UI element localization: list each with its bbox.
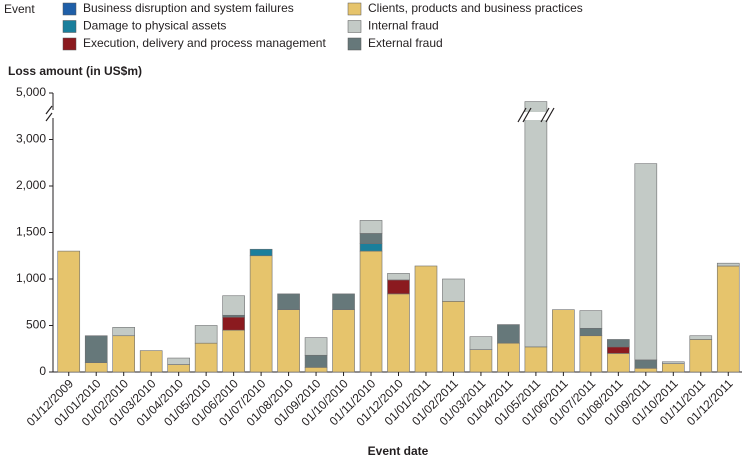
bar-segment bbox=[167, 364, 190, 373]
legend-swatch bbox=[347, 37, 362, 51]
bar-segment bbox=[442, 278, 465, 302]
bar-segment bbox=[716, 265, 740, 373]
bar-segment bbox=[277, 309, 300, 373]
bar-segment bbox=[497, 342, 520, 373]
bar-segment bbox=[634, 163, 658, 361]
bar-segment bbox=[579, 327, 603, 337]
bar-segment bbox=[634, 367, 658, 373]
legend-label: Damage to physical assets bbox=[83, 19, 226, 33]
bar-segment bbox=[277, 293, 300, 310]
y-tick-label: 3,000 bbox=[16, 132, 46, 146]
bar-segment bbox=[607, 353, 630, 373]
bar-segment bbox=[689, 335, 713, 340]
bar-segment bbox=[194, 342, 218, 373]
y-tick-label: 5,000 bbox=[16, 85, 46, 99]
legend-swatch bbox=[62, 2, 77, 16]
axis-break bbox=[45, 105, 555, 123]
plot-area bbox=[57, 101, 740, 373]
bar-segment bbox=[194, 325, 218, 344]
bar-segment bbox=[304, 354, 328, 368]
legend-swatch bbox=[347, 2, 362, 16]
bar-segment bbox=[497, 324, 520, 344]
y-tick-label: 1,000 bbox=[16, 271, 46, 285]
bar-segment bbox=[442, 301, 465, 373]
bar-segment bbox=[84, 335, 108, 364]
bar-segment bbox=[552, 309, 575, 373]
bar-segment bbox=[661, 363, 685, 373]
y-tick-label: 2,000 bbox=[16, 178, 46, 192]
y-tick-label: 500 bbox=[26, 318, 46, 332]
bar-segment bbox=[359, 250, 383, 373]
bar-segment bbox=[387, 279, 410, 295]
legend-label: Clients, products and business practices bbox=[368, 1, 583, 15]
bar-segment bbox=[661, 361, 685, 364]
bar-segment bbox=[332, 293, 355, 310]
legend-title: Event bbox=[4, 2, 35, 16]
y-tick-label: 1,500 bbox=[16, 225, 46, 239]
bar-segment bbox=[304, 367, 328, 373]
bar-segment bbox=[222, 295, 245, 316]
legend-label: Internal fraud bbox=[368, 19, 439, 33]
legend-swatch bbox=[62, 37, 77, 51]
bar-segment bbox=[524, 101, 548, 348]
y-tick-label: 0 bbox=[39, 364, 46, 378]
legend-label: External fraud bbox=[368, 36, 443, 50]
bar-segment bbox=[84, 362, 108, 373]
y-axis-title: Loss amount (in US$m) bbox=[8, 64, 142, 78]
bar-segment bbox=[249, 248, 273, 257]
bar-segment bbox=[112, 327, 135, 337]
bar-segment bbox=[167, 357, 190, 365]
bar-segment bbox=[524, 346, 548, 373]
bar-segment bbox=[634, 359, 658, 369]
legend-swatch bbox=[347, 20, 362, 33]
bar-segment bbox=[414, 265, 438, 373]
bar-segment bbox=[607, 346, 630, 354]
bar-segment bbox=[304, 337, 328, 356]
bar-segment bbox=[112, 335, 135, 373]
legend-label: Execution, delivery and process manageme… bbox=[83, 36, 326, 50]
bar-segment bbox=[469, 349, 493, 373]
legend-label: Business disruption and system failures bbox=[83, 1, 294, 15]
bar-segment bbox=[689, 339, 713, 373]
bar-segment bbox=[359, 220, 383, 234]
x-axis-title: Event date bbox=[368, 444, 429, 458]
bar-segment bbox=[57, 250, 81, 373]
bar-segment bbox=[139, 350, 163, 373]
bar-segment bbox=[387, 293, 410, 373]
bar-segment bbox=[222, 329, 245, 373]
bar-segment bbox=[469, 336, 493, 350]
bar-segment bbox=[387, 273, 410, 281]
bar-segment bbox=[579, 335, 603, 373]
bar-segment bbox=[579, 310, 603, 329]
bar-segment bbox=[332, 309, 355, 373]
bar-segment bbox=[716, 262, 740, 267]
bar-segment bbox=[359, 243, 383, 252]
legend-swatch bbox=[62, 20, 77, 33]
bar-segment bbox=[359, 233, 383, 244]
bar-segment bbox=[222, 316, 245, 331]
bar-segment bbox=[249, 255, 273, 373]
bar-segment bbox=[607, 339, 630, 348]
